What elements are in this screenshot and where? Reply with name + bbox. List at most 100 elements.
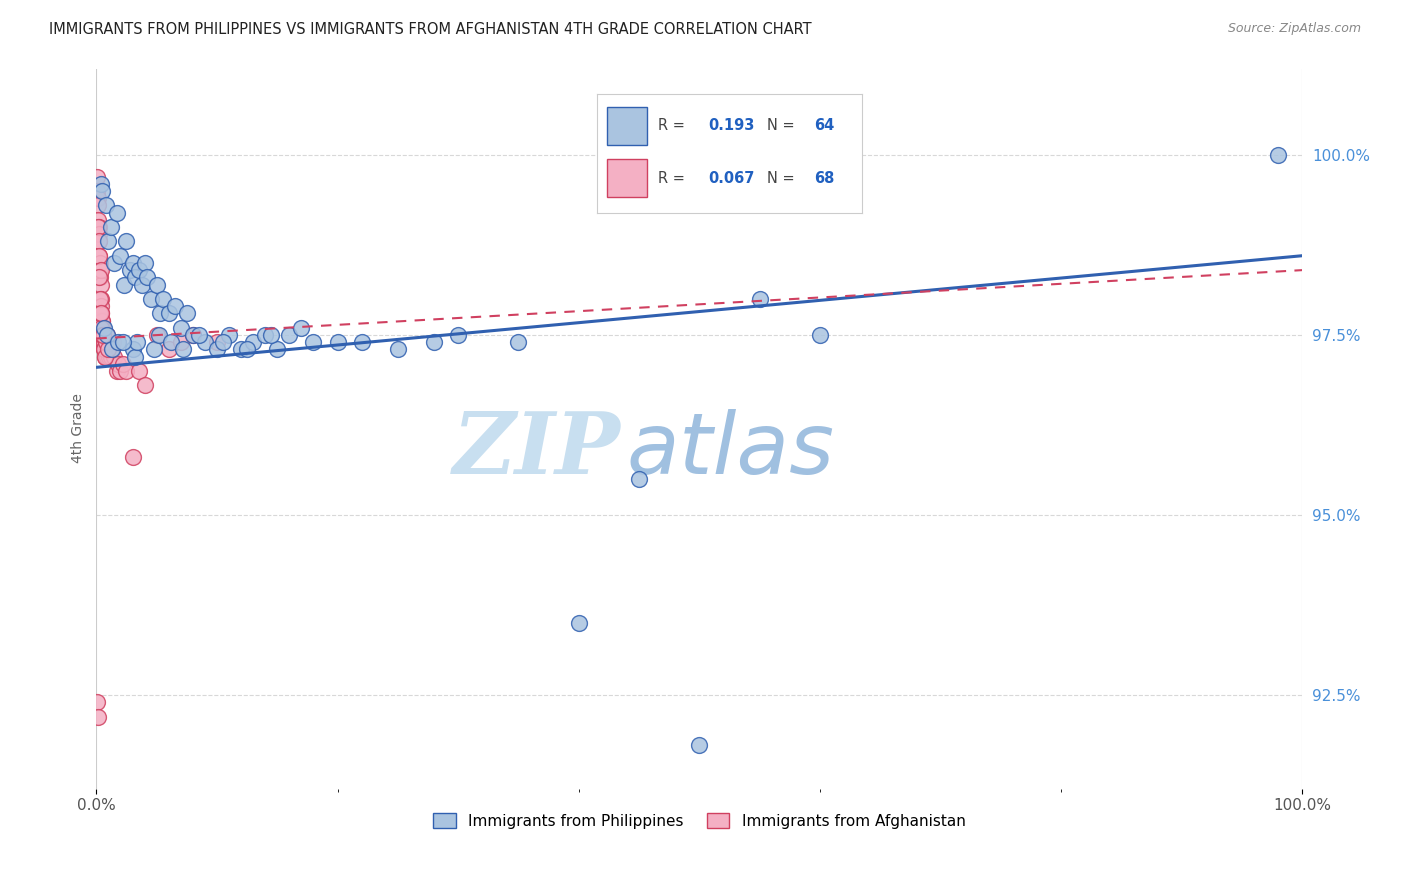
Point: [94, 350, 117, 364]
Point: [302, 335, 325, 350]
Point: [96, 327, 118, 342]
Point: [236, 343, 259, 357]
Point: [1267, 148, 1289, 162]
Point: [89, 249, 111, 263]
Point: [89, 249, 111, 263]
Point: [103, 256, 125, 270]
Point: [96, 327, 118, 342]
Point: [157, 343, 180, 357]
Point: [105, 205, 128, 219]
Point: [86, 191, 108, 205]
Point: [97, 343, 120, 357]
Point: [110, 249, 132, 263]
Point: [145, 277, 167, 292]
Point: [96, 350, 118, 364]
Point: [120, 263, 142, 277]
Point: [149, 306, 172, 320]
Point: [94, 335, 117, 350]
Point: [90, 313, 112, 327]
Point: [89, 306, 111, 320]
Text: ZIP: ZIP: [453, 409, 621, 491]
Point: [112, 277, 135, 292]
Point: [111, 335, 134, 350]
Point: [87, 219, 110, 234]
Point: [87, 235, 110, 249]
Point: [89, 292, 111, 306]
Point: [187, 327, 209, 342]
Point: [91, 184, 114, 198]
Point: [748, 292, 770, 306]
Point: [128, 364, 150, 378]
Point: [86, 695, 108, 709]
Point: [127, 335, 149, 350]
Point: [90, 177, 112, 191]
Point: [688, 739, 710, 753]
Point: [176, 306, 198, 320]
Point: [218, 327, 240, 342]
Point: [163, 299, 186, 313]
Point: [90, 320, 112, 334]
Point: [148, 327, 170, 342]
Point: [89, 270, 111, 285]
Text: IMMIGRANTS FROM PHILIPPINES VS IMMIGRANTS FROM AFGHANISTAN 4TH GRADE CORRELATION: IMMIGRANTS FROM PHILIPPINES VS IMMIGRANT…: [49, 22, 811, 37]
Point: [98, 350, 121, 364]
Point: [115, 235, 138, 249]
Point: [90, 306, 112, 320]
Point: [87, 227, 110, 241]
Point: [90, 306, 112, 320]
Point: [91, 327, 114, 342]
Point: [627, 472, 650, 486]
Point: [94, 198, 117, 212]
Point: [93, 335, 115, 350]
Point: [97, 335, 120, 350]
Point: [97, 343, 120, 357]
Point: [103, 335, 125, 350]
Point: [101, 343, 124, 357]
Point: [90, 277, 112, 292]
Point: [808, 327, 831, 342]
Point: [86, 184, 108, 198]
Point: [94, 350, 117, 364]
Point: [86, 169, 108, 184]
Point: [101, 343, 124, 357]
Point: [136, 270, 159, 285]
Point: [134, 256, 156, 270]
Point: [91, 327, 114, 342]
Point: [103, 350, 125, 364]
Point: [87, 219, 110, 234]
Point: [254, 327, 277, 342]
Point: [260, 327, 283, 342]
Point: [387, 343, 409, 357]
Point: [111, 357, 134, 371]
Point: [93, 335, 115, 350]
Point: [278, 327, 301, 342]
Point: [121, 450, 143, 465]
Point: [121, 343, 143, 357]
Point: [89, 256, 111, 270]
Text: Source: ZipAtlas.com: Source: ZipAtlas.com: [1227, 22, 1361, 36]
Y-axis label: 4th Grade: 4th Grade: [72, 393, 86, 464]
Point: [100, 350, 122, 364]
Text: atlas: atlas: [627, 409, 835, 491]
Point: [242, 335, 264, 350]
Point: [139, 292, 162, 306]
Point: [97, 235, 120, 249]
Point: [170, 320, 193, 334]
Point: [90, 263, 112, 277]
Point: [205, 335, 228, 350]
Point: [91, 320, 114, 334]
Point: [96, 343, 118, 357]
Point: [124, 270, 146, 285]
Point: [157, 306, 180, 320]
Point: [93, 343, 115, 357]
Point: [131, 277, 153, 292]
Point: [194, 335, 217, 350]
Point: [134, 378, 156, 392]
Point: [172, 343, 194, 357]
Point: [212, 335, 235, 350]
Point: [266, 343, 288, 357]
Point: [90, 299, 112, 313]
Point: [87, 270, 110, 285]
Point: [93, 343, 115, 357]
Point: [181, 327, 204, 342]
